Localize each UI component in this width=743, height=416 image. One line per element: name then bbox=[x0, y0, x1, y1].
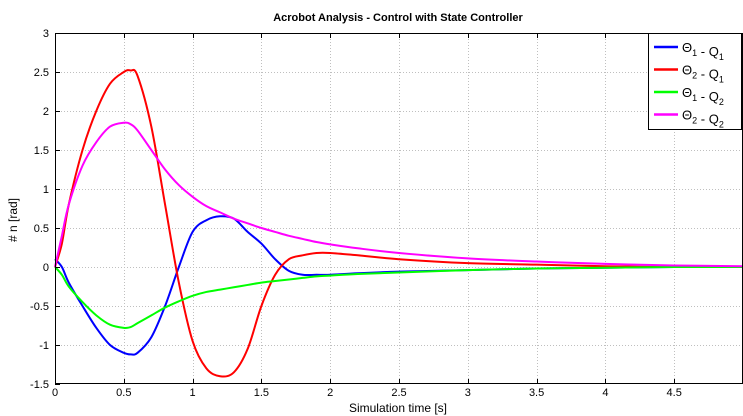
x-tick-label: 4 bbox=[602, 387, 608, 399]
x-axis-ticks: 0 0.5 1 1.5 2 2.5 3 3.5 4 4.5 bbox=[52, 33, 682, 399]
legend-label-1: Θ1 - Q1 bbox=[682, 40, 724, 62]
x-tick-label: 2 bbox=[327, 387, 333, 399]
plot-area bbox=[54, 33, 743, 384]
y-tick-label: 2.5 bbox=[34, 67, 49, 79]
series-line-4 bbox=[54, 121, 743, 268]
y-tick-label: 0 bbox=[43, 262, 49, 274]
y-axis-ticks: -1.5 -1 -0.5 0 0.5 1 1.5 2 2.5 3 bbox=[30, 28, 60, 391]
y-tick-label: 1.5 bbox=[34, 145, 49, 157]
series-layer bbox=[54, 68, 743, 378]
x-axis-label: Simulation time [s] bbox=[349, 401, 447, 415]
x-tick-label: 0 bbox=[52, 387, 58, 399]
x-tick-label: 2.5 bbox=[391, 387, 406, 399]
x-tick-label: 3 bbox=[465, 387, 471, 399]
series-line-3 bbox=[54, 265, 743, 329]
legend-label-2: Θ2 - Q1 bbox=[682, 63, 724, 85]
y-axis-label: # n [rad] bbox=[6, 198, 20, 242]
chart-title: Acrobot Analysis - Control with State Co… bbox=[273, 12, 523, 24]
x-tick-label: 4.5 bbox=[667, 387, 682, 399]
series-line-2 bbox=[54, 68, 743, 378]
y-tick-label: -0.5 bbox=[30, 301, 49, 313]
y-tick-label: -1 bbox=[39, 340, 49, 352]
x-tick-label: 1.5 bbox=[254, 387, 269, 399]
y-tick-label: 2 bbox=[43, 106, 49, 118]
legend-label-4: Θ2 - Q2 bbox=[682, 108, 724, 130]
y-tick-label: 1 bbox=[43, 184, 49, 196]
legend-label-3: Θ1 - Q2 bbox=[682, 85, 724, 107]
x-tick-label: 1 bbox=[190, 387, 196, 399]
x-tick-label: 0.5 bbox=[116, 387, 131, 399]
y-tick-label: 0.5 bbox=[34, 223, 49, 235]
y-tick-label: -1.5 bbox=[30, 379, 49, 391]
plot-background bbox=[55, 33, 743, 384]
x-tick-label: 3.5 bbox=[529, 387, 544, 399]
y-tick-label: 3 bbox=[43, 28, 49, 40]
